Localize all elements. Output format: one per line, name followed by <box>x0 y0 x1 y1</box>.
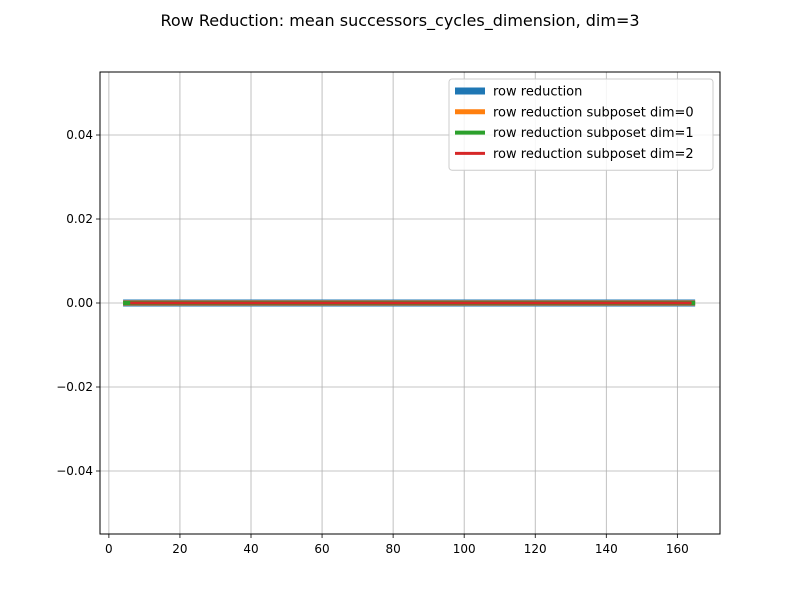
y-tick-label: 0.04 <box>66 128 93 142</box>
legend-box <box>448 78 714 171</box>
x-tick-label: 100 <box>453 542 476 556</box>
x-tick-label: 120 <box>524 542 547 556</box>
x-tick-label: 20 <box>172 542 187 556</box>
legend-label: row reduction subposet dim=2 <box>493 147 694 162</box>
y-tick-label: −0.02 <box>56 380 93 394</box>
y-tick-label: −0.04 <box>56 464 93 478</box>
x-tick-label: 40 <box>243 542 258 556</box>
legend-label: row reduction <box>493 85 582 100</box>
legend: row reduction row reduction subposet dim=… <box>448 78 714 171</box>
x-tick-label: 0 <box>105 542 113 556</box>
y-tick-label: 0.00 <box>66 296 93 310</box>
axis-ticks: 0 20 40 60 80 100 120 140 160 −0.04 −0.02 0.00 0.02 0… <box>56 128 689 556</box>
y-tick-label: 0.02 <box>66 212 93 226</box>
x-tick-label: 160 <box>666 542 689 556</box>
legend-label: row reduction subposet dim=1 <box>493 126 694 141</box>
legend-label: row reduction subposet dim=0 <box>493 105 694 120</box>
chart-title: Row Reduction: mean successors_cycles_di… <box>160 11 639 31</box>
x-tick-label: 60 <box>314 542 329 556</box>
x-tick-label: 80 <box>385 542 400 556</box>
x-tick-label: 140 <box>595 542 618 556</box>
